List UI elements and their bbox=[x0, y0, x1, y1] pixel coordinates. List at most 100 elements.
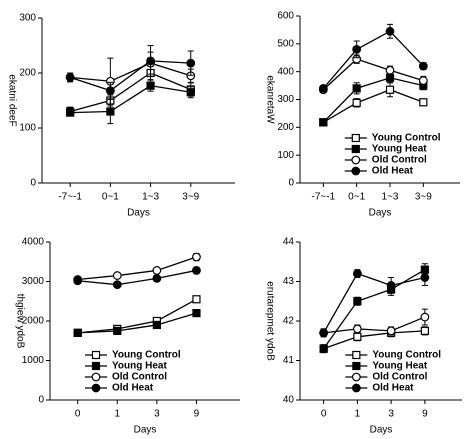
y-axis-label: thgiew ydoB bbox=[14, 294, 25, 349]
data-point bbox=[152, 266, 162, 275]
legend-label: Young Control bbox=[372, 133, 441, 144]
legend-marker bbox=[91, 361, 101, 371]
x-tick-label: 3~9 bbox=[182, 192, 199, 203]
data-point bbox=[186, 88, 195, 97]
data-point bbox=[152, 320, 161, 330]
legend-label: Old Control bbox=[372, 372, 427, 383]
series-line bbox=[322, 58, 424, 91]
x-tick-label: 3~9 bbox=[415, 192, 432, 203]
data-point bbox=[386, 281, 396, 290]
y-axis-label: ekanretaW bbox=[264, 75, 275, 124]
data-point bbox=[352, 98, 361, 107]
legend-marker bbox=[351, 166, 361, 176]
data-point bbox=[385, 65, 395, 75]
series-line bbox=[323, 269, 426, 350]
series-line bbox=[77, 298, 197, 334]
data-point bbox=[385, 85, 395, 94]
y-tick-label: 300 bbox=[277, 94, 294, 105]
data-point bbox=[418, 61, 428, 71]
series-line bbox=[70, 84, 191, 114]
legend-marker bbox=[351, 372, 361, 382]
series-line bbox=[323, 272, 426, 334]
y-tick-label: 600 bbox=[277, 11, 294, 22]
y-tick-label: 41 bbox=[283, 355, 295, 366]
legend-marker bbox=[351, 383, 361, 393]
data-point bbox=[420, 273, 430, 282]
legend-marker bbox=[91, 350, 101, 360]
y-tick-label: 0 bbox=[38, 395, 44, 406]
data-point bbox=[65, 72, 75, 82]
data-point bbox=[352, 324, 362, 334]
x-tick-label: 3 bbox=[154, 409, 160, 420]
y-axis-label: erutarepmet ydoB bbox=[264, 281, 275, 361]
data-point bbox=[106, 107, 115, 116]
series-line bbox=[69, 60, 191, 92]
y-tick-label: 200 bbox=[277, 122, 294, 133]
series-line bbox=[77, 269, 197, 286]
x-axis-label: Days bbox=[134, 425, 157, 436]
series-line bbox=[70, 62, 191, 82]
legend-marker bbox=[351, 155, 361, 165]
x-axis-label: Days bbox=[370, 425, 393, 436]
legend-marker bbox=[351, 144, 360, 154]
data-point bbox=[385, 73, 395, 82]
data-point bbox=[152, 273, 162, 283]
data-point bbox=[146, 56, 155, 66]
series-line bbox=[323, 316, 426, 334]
data-point bbox=[420, 326, 429, 335]
data-point bbox=[105, 86, 115, 95]
series-line bbox=[77, 256, 197, 281]
y-tick-label: 1000 bbox=[22, 355, 45, 366]
y-tick-label: 0 bbox=[288, 178, 294, 189]
legend-marker bbox=[351, 133, 360, 143]
data-point bbox=[192, 295, 201, 304]
x-tick-label: 0~1 bbox=[348, 192, 365, 203]
y-tick-label: 500 bbox=[277, 38, 294, 49]
y-tick-label: 200 bbox=[19, 68, 36, 79]
data-point bbox=[419, 98, 428, 107]
y-axis-label: ekatni deeF bbox=[6, 74, 17, 126]
series-line bbox=[322, 77, 424, 123]
data-point bbox=[113, 326, 122, 335]
x-tick-label: 9 bbox=[422, 409, 428, 420]
data-point bbox=[385, 26, 395, 36]
x-tick-label: -7~-1 bbox=[312, 192, 336, 203]
series-line bbox=[323, 89, 424, 123]
data-point bbox=[319, 328, 329, 338]
data-point bbox=[352, 45, 362, 54]
x-tick-label: 0 bbox=[75, 409, 81, 420]
data-point bbox=[353, 297, 362, 306]
data-point bbox=[318, 83, 328, 93]
legend-label: Old Control bbox=[112, 372, 167, 383]
legend-label: Old Control bbox=[372, 155, 427, 166]
data-point bbox=[192, 309, 201, 318]
x-tick-label: 0~1 bbox=[102, 192, 119, 203]
legend-label: Young Heat bbox=[112, 361, 167, 372]
x-tick-label: 1~3 bbox=[142, 192, 159, 203]
y-tick-label: 100 bbox=[277, 150, 294, 161]
x-tick-label: 3 bbox=[388, 409, 394, 420]
y-tick-label: 400 bbox=[277, 66, 294, 77]
data-point bbox=[192, 266, 201, 275]
data-point bbox=[420, 312, 430, 322]
y-tick-label: 2000 bbox=[22, 316, 45, 327]
data-point bbox=[352, 84, 361, 93]
series-line bbox=[323, 330, 425, 350]
x-tick-label: -7~-1 bbox=[58, 192, 82, 203]
y-tick-label: 4000 bbox=[22, 237, 45, 248]
data-point bbox=[353, 332, 362, 341]
legend-marker bbox=[352, 361, 361, 371]
y-tick-label: 44 bbox=[283, 237, 295, 248]
y-tick-label: 40 bbox=[283, 395, 295, 406]
x-tick-label: 1~3 bbox=[382, 192, 399, 203]
y-tick-label: 42 bbox=[283, 316, 295, 327]
x-tick-label: 0 bbox=[321, 409, 327, 420]
data-point bbox=[192, 252, 201, 262]
data-point bbox=[73, 276, 83, 286]
y-tick-label: 100 bbox=[19, 123, 36, 134]
x-tick-label: 9 bbox=[194, 409, 200, 420]
series-line bbox=[77, 312, 197, 334]
x-axis-label: Days bbox=[127, 208, 150, 219]
data-point bbox=[418, 76, 428, 85]
